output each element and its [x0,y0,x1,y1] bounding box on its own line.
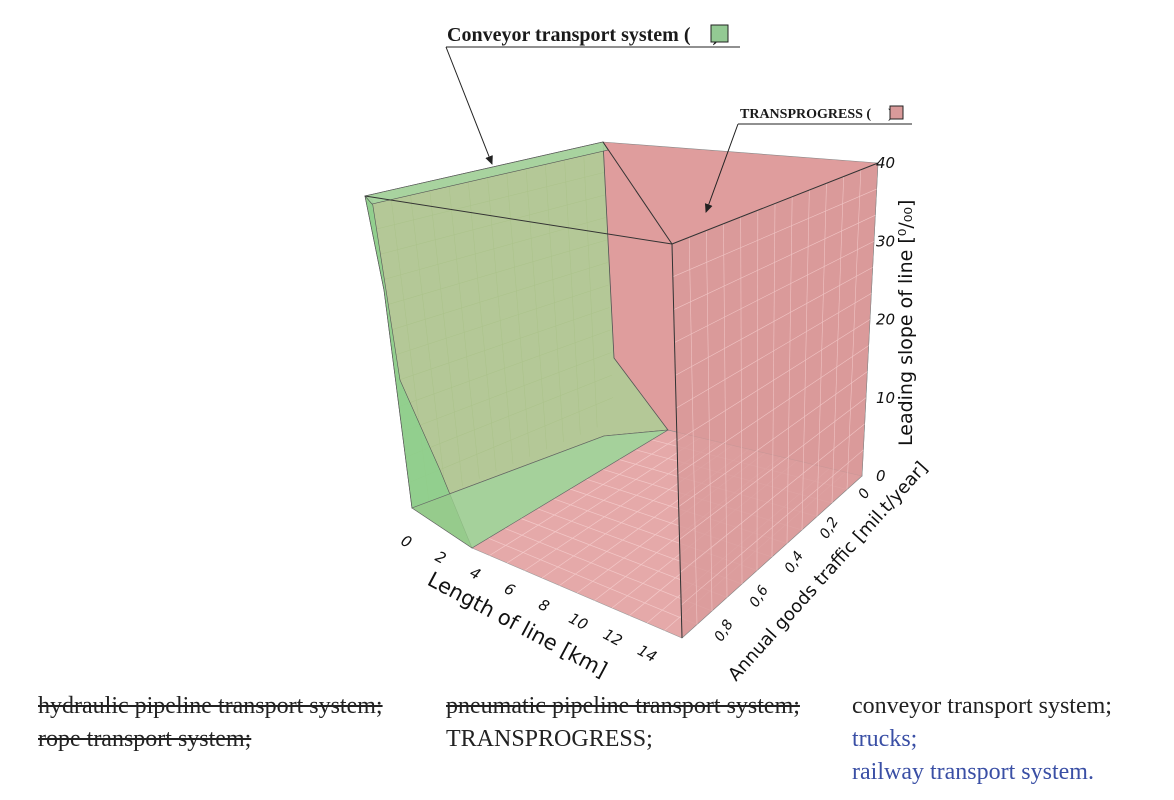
x-tick-label: 12 [600,625,625,650]
x-tick-label: 6 [501,579,518,599]
z-tick-label: 0 [876,467,886,485]
legend-railway: railway transport system. [852,759,1094,785]
y-tick-label: 0 [855,486,873,502]
y-tick-label: 0,4 [782,549,807,576]
y-tick-label: 0,2 [817,514,842,541]
z-axis-title: Leading slope of line [⁰/₀₀] [895,200,917,446]
wall-grid-line [846,169,862,490]
y-tick-label: 0,6 [747,583,772,610]
conveyor-callout-label: Conveyor transport system () [447,24,719,46]
x-tick-label: 14 [634,641,659,666]
x-tick-label: 10 [566,609,591,634]
z-tick-label: 20 [876,311,895,329]
legend-conveyor: conveyor transport system; [852,693,1112,719]
wall-grid-line [680,423,865,573]
transprogress-callout-line [704,123,739,213]
z-tick-label: 30 [876,232,895,250]
legend-transprogress: TRANSPROGRESS; [446,726,653,752]
wall-grid-line [680,449,864,606]
legend-column-1: hydraulic pipeline transport system; rop… [38,690,383,756]
legend-pneumatic-pipeline: pneumatic pipeline transport system; [446,693,800,719]
legend-column-3: conveyor transport system; trucks; railw… [852,690,1112,789]
x-tick-label: 2 [432,547,449,567]
z-tick-label: 40 [876,154,895,172]
x-tick-label: 8 [536,595,553,615]
transprogress-swatch [889,105,904,120]
chart-plot: Conveyor transport system () TRANSPROGRE… [364,24,932,685]
conveyor-swatch [710,24,729,43]
x-tick-label: 4 [467,563,484,583]
z-axis-ticks: 0 10 20 30 40 [876,154,895,485]
box-edges [364,141,879,639]
z-tick-label: 10 [876,389,895,407]
conveyor-floor [411,429,669,549]
transprogress-callout-label: TRANSPROGRESS () [740,107,893,122]
y-tick-label: 0,8 [711,617,736,644]
x-tick-label: 0 [398,531,415,551]
legend-rope-transport: rope transport system; [38,726,252,752]
legend-trucks: trucks; [852,726,918,752]
legend-hydraulic-pipeline: hydraulic pipeline transport system; [38,693,383,719]
legend-column-2: pneumatic pipeline transport system; TRA… [446,690,800,756]
conveyor-callout-line [445,46,493,165]
